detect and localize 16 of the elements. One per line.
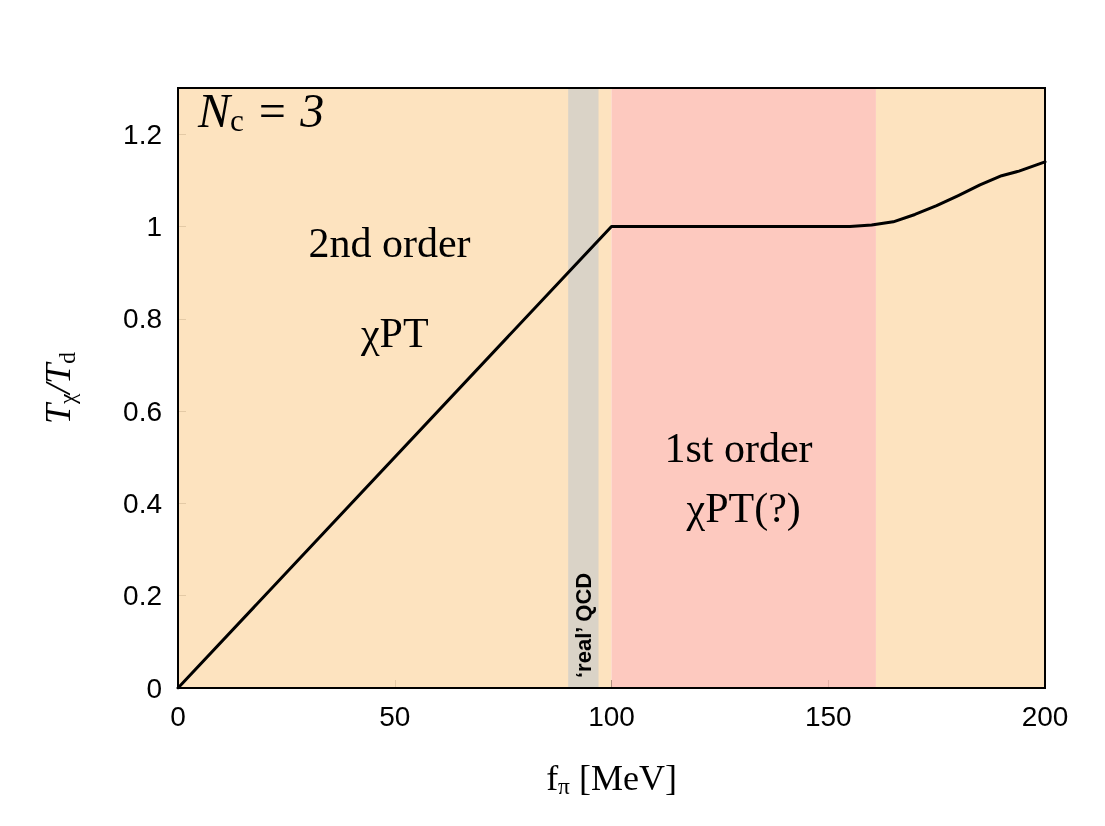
y-tick-label: 0.2	[123, 580, 162, 612]
x-tick-label: 150	[804, 700, 852, 732]
x-tick-label: 100	[588, 700, 635, 732]
y-tick-label: 1.2	[123, 118, 162, 150]
band-label: 2nd order χPT	[308, 220, 482, 356]
y-tick-label: 0	[146, 672, 162, 704]
x-tick-label: 0	[170, 700, 186, 732]
band-label: 1st order χPT(?)	[664, 425, 824, 532]
band-label: ‘real’ QCD	[570, 572, 596, 678]
x-tick-label: 50	[379, 700, 411, 732]
y-tick-label: 0.6	[123, 395, 162, 427]
y-tick-label: 0.8	[123, 303, 162, 335]
y-tick-label: 0.4	[123, 487, 162, 519]
x-tick-label: 200	[1021, 700, 1069, 732]
y-tick-label: 1	[146, 210, 162, 242]
y-axis-title: Tχ/Td	[38, 351, 80, 425]
